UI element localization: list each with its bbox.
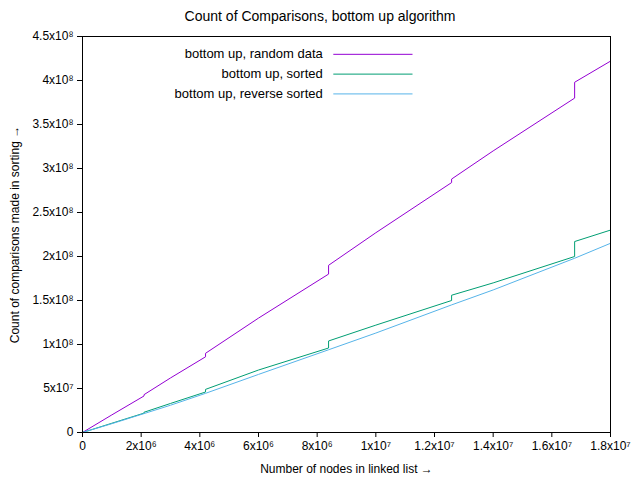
svg-text:bottom up, random data: bottom up, random data xyxy=(185,46,324,61)
svg-text:1.8x10⁷: 1.8x10⁷ xyxy=(590,439,630,453)
svg-text:Count of comparisons made in s: Count of comparisons made in sorting → xyxy=(8,126,22,343)
svg-text:1.4x10⁷: 1.4x10⁷ xyxy=(473,439,513,453)
svg-text:1.5x10⁸: 1.5x10⁸ xyxy=(32,293,73,307)
html-text:Count of Comparisons, bottom u: Count of Comparisons, bottom up algorith… xyxy=(184,8,456,24)
svg-text:4.5x10⁸: 4.5x10⁸ xyxy=(32,30,73,43)
svg-text:3.5x10⁸: 3.5x10⁸ xyxy=(32,117,73,131)
svg-text:0: 0 xyxy=(67,425,74,439)
svg-text:1.6x10⁷: 1.6x10⁷ xyxy=(532,439,572,453)
svg-text:4x10⁸: 4x10⁸ xyxy=(42,73,73,87)
svg-text:Number of nodes in linked list: Number of nodes in linked list → xyxy=(260,462,433,476)
svg-text:4x10⁶: 4x10⁶ xyxy=(184,439,215,453)
svg-text:1.2x10⁷: 1.2x10⁷ xyxy=(414,439,454,453)
svg-text:bottom up, reverse sorted: bottom up, reverse sorted xyxy=(175,86,323,101)
svg-text:0: 0 xyxy=(79,439,86,453)
svg-text:3x10⁸: 3x10⁸ xyxy=(42,161,73,175)
svg-text:6x10⁶: 6x10⁶ xyxy=(243,439,274,453)
svg-text:1x10⁸: 1x10⁸ xyxy=(42,337,73,351)
svg-text:2.5x10⁸: 2.5x10⁸ xyxy=(32,205,73,219)
svg-text:2x10⁶: 2x10⁶ xyxy=(126,439,157,453)
svg-text:5x10⁷: 5x10⁷ xyxy=(43,381,73,395)
svg-text:bottom up, sorted: bottom up, sorted xyxy=(222,66,323,81)
svg-text:8x10⁶: 8x10⁶ xyxy=(302,439,333,453)
svg-text:2x10⁸: 2x10⁸ xyxy=(42,249,73,263)
svg-text:1x10⁷: 1x10⁷ xyxy=(361,439,391,453)
